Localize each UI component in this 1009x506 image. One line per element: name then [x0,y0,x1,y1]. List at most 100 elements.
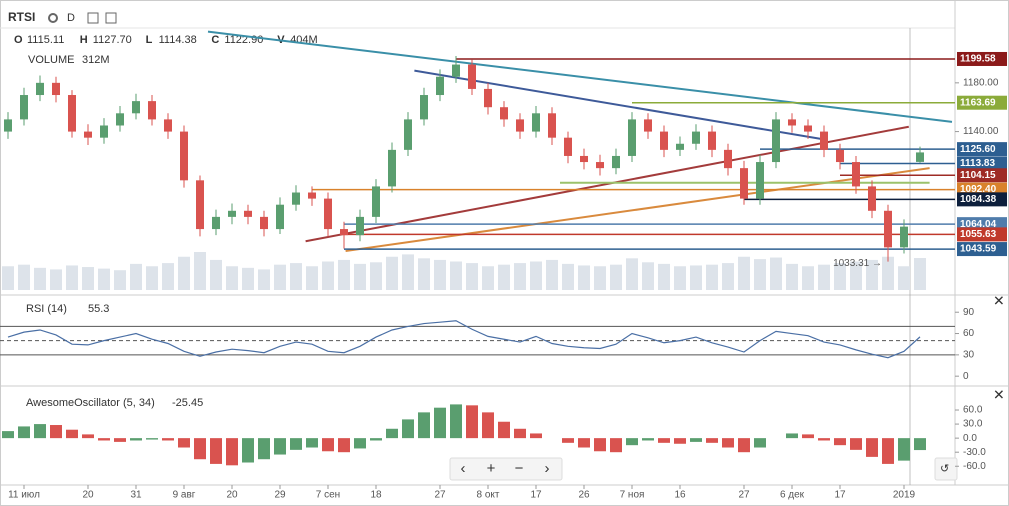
ao-value: -25.45 [172,397,203,409]
interval[interactable]: D [67,12,75,24]
reset-button[interactable] [934,457,958,481]
level-tag [957,227,1007,242]
volume-bar [578,265,590,290]
volume-bar [818,264,830,290]
candle-body [804,125,812,132]
level-label: 1125.60 [960,144,996,155]
candle-body [452,64,460,77]
nav-bar [449,457,563,481]
x-tick-label: 29 [274,490,286,501]
candle-body [820,131,828,150]
volume-bar [594,266,606,290]
trend-line [414,69,821,140]
level-tag [957,242,1007,257]
volume-bar [738,256,750,290]
x-tick-label: 27 [738,490,750,501]
ao-bar [178,438,190,448]
volume-bar [706,264,718,290]
volume-bar [546,259,558,290]
reset-icon[interactable]: ↺ [940,463,949,475]
volume-bar [242,267,254,290]
candle-body [276,204,284,230]
candle-body [676,143,684,150]
trend-line [305,125,909,243]
candle-body [580,155,588,163]
volume-bar [290,263,302,290]
symbol[interactable]: RTSI [8,10,35,24]
rsi-line [7,320,921,359]
compare-icon[interactable] [105,12,117,24]
ao-bar [146,438,158,440]
ao-bar [466,405,478,439]
candle-body [788,119,796,126]
volume-bar [338,259,350,290]
candle-body [756,162,764,199]
nav-button[interactable]: + [487,460,496,477]
volume-bar [626,258,638,290]
candle-body [212,216,220,230]
volume-bar [354,263,366,290]
candle-body [468,64,476,89]
ao-bar [354,438,366,449]
close-ao[interactable]: ✕ [993,387,1005,403]
candle-body [260,216,268,230]
candle-body [836,149,844,163]
ohlc-key: H [80,34,88,46]
x-tick-label: 6 дек [780,490,805,501]
ohlc-value: 1115.11 [27,34,64,46]
ao-bar [402,419,414,439]
volume-bar [770,257,782,290]
candle-body [164,119,172,132]
ao-bar [578,438,590,448]
volume-bar [434,259,446,290]
nav-button[interactable]: ‹ [461,460,466,477]
trend-line [207,30,953,123]
candle-body [356,216,364,236]
low-annotation: 1033.31 → [833,258,882,269]
volume-bar [226,266,238,290]
x-tick-label: 20 [82,490,94,501]
volume-value: 312M [82,54,110,66]
settings-icon[interactable] [48,13,58,23]
candle-body [308,192,316,199]
ao-bar [722,438,734,448]
level-label: 1055.63 [960,229,997,240]
volume-bar [66,265,78,290]
volume-bar [402,254,414,290]
candle-body [148,101,156,120]
volume-bar [786,263,798,290]
volume-bar [18,264,30,290]
level-label: 1199.58 [960,54,996,65]
y-tick-label: 30 [963,350,975,361]
candle-body [132,101,140,114]
nav-button[interactable]: › [545,460,550,477]
ao-bar [274,438,286,455]
rsi-value: 55.3 [88,303,109,315]
nav-button[interactable]: − [515,460,524,477]
candle-body [532,113,540,132]
ao-bar [882,438,894,464]
ao-bar [370,438,382,441]
x-tick-label: 7 ноя [620,490,645,501]
x-tick-label: 18 [370,490,382,501]
candle-body [324,198,332,230]
ao-bar [530,433,542,439]
y-tick-label: 0.0 [963,433,977,444]
volume-bar [178,256,190,290]
candle-body [500,107,508,120]
candle-body [100,125,108,138]
indicator-icon[interactable] [87,12,99,24]
candle-body [420,95,428,120]
level-label: 1104.15 [960,170,996,181]
x-tick-label: 27 [434,490,446,501]
close-rsi[interactable]: ✕ [993,293,1005,309]
volume-bar [914,258,926,290]
ao-bar [50,425,62,439]
level-tag [957,51,1007,66]
x-tick-label: 20 [226,490,238,501]
volume-bar [146,266,158,290]
ao-bar [226,438,238,466]
y-tick-label: 90 [963,307,975,318]
volume-bar [866,259,878,290]
candle-body [884,210,892,248]
